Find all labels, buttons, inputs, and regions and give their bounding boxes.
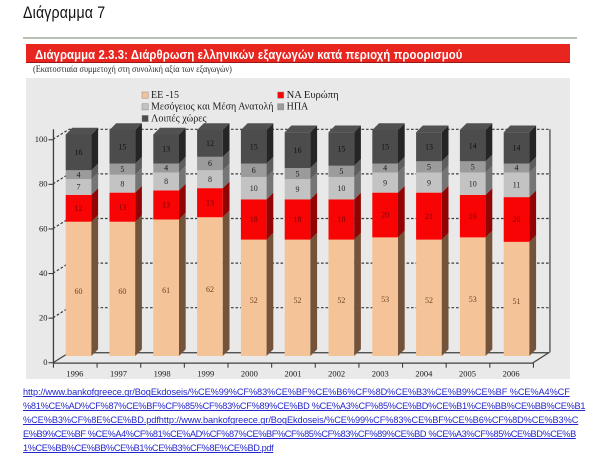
- svg-text:18: 18: [294, 215, 302, 224]
- svg-text:16: 16: [294, 146, 302, 155]
- svg-text:12: 12: [75, 204, 83, 213]
- svg-text:5: 5: [296, 169, 300, 178]
- svg-text:5: 5: [120, 165, 124, 174]
- svg-text:20: 20: [381, 211, 389, 220]
- svg-text:60: 60: [39, 223, 48, 233]
- svg-text:10: 10: [250, 184, 258, 193]
- svg-text:9: 9: [383, 178, 387, 187]
- svg-text:6: 6: [208, 159, 212, 168]
- svg-text:61: 61: [162, 286, 170, 295]
- svg-text:8: 8: [208, 175, 212, 184]
- svg-text:100: 100: [35, 134, 48, 144]
- svg-text:5: 5: [427, 163, 431, 172]
- svg-text:14: 14: [513, 144, 521, 153]
- svg-text:0: 0: [43, 357, 47, 367]
- svg-text:4: 4: [515, 164, 519, 173]
- svg-text:Λοιπές χώρες: Λοιπές χώρες: [151, 113, 207, 124]
- svg-text:15: 15: [118, 142, 126, 151]
- svg-text:18: 18: [337, 215, 345, 224]
- svg-text:18: 18: [250, 215, 258, 224]
- svg-text:13: 13: [206, 198, 214, 207]
- svg-text:15: 15: [337, 145, 345, 154]
- svg-text:10: 10: [469, 179, 477, 188]
- svg-text:19: 19: [469, 212, 477, 221]
- svg-text:1997: 1997: [110, 369, 127, 379]
- svg-text:52: 52: [294, 296, 302, 305]
- svg-text:51: 51: [513, 297, 521, 306]
- svg-text:53: 53: [469, 295, 477, 304]
- svg-text:5: 5: [471, 163, 475, 172]
- svg-text:16: 16: [75, 148, 83, 157]
- svg-text:1998: 1998: [154, 369, 171, 379]
- svg-text:53: 53: [381, 295, 389, 304]
- svg-text:5: 5: [339, 167, 343, 176]
- svg-text:52: 52: [250, 296, 258, 305]
- svg-text:2001: 2001: [285, 369, 302, 379]
- svg-text:13: 13: [118, 203, 126, 212]
- svg-text:2005: 2005: [459, 369, 476, 379]
- svg-text:10: 10: [337, 184, 345, 193]
- svg-text:14: 14: [469, 141, 477, 150]
- svg-text:80: 80: [39, 179, 48, 189]
- svg-text:60: 60: [118, 287, 126, 296]
- svg-text:2003: 2003: [372, 369, 389, 379]
- svg-text:8: 8: [120, 179, 124, 188]
- svg-text:4: 4: [383, 164, 387, 173]
- svg-text:2004: 2004: [415, 369, 433, 379]
- svg-text:13: 13: [162, 145, 170, 154]
- svg-text:11: 11: [513, 180, 521, 189]
- svg-text:20: 20: [513, 215, 521, 224]
- svg-text:4: 4: [164, 164, 168, 173]
- svg-text:1996: 1996: [66, 369, 83, 379]
- svg-text:52: 52: [337, 296, 345, 305]
- svg-text:9: 9: [296, 185, 300, 194]
- svg-text:40: 40: [39, 268, 48, 278]
- svg-text:9: 9: [427, 178, 431, 187]
- svg-text:4: 4: [77, 170, 81, 179]
- svg-text:8: 8: [164, 177, 168, 186]
- svg-text:15: 15: [381, 142, 389, 151]
- svg-text:12: 12: [206, 139, 214, 148]
- svg-text:7: 7: [77, 183, 81, 192]
- svg-text:52: 52: [425, 296, 433, 305]
- svg-text:13: 13: [425, 142, 433, 151]
- svg-text:21: 21: [425, 212, 433, 221]
- svg-text:2006: 2006: [503, 369, 520, 379]
- svg-text:62: 62: [206, 285, 214, 294]
- svg-text:60: 60: [75, 287, 83, 296]
- svg-text:Μεσόγειος και Μέση Ανατολή: Μεσόγειος και Μέση Ανατολή: [151, 102, 274, 113]
- svg-text:ΗΠΑ: ΗΠΑ: [287, 102, 309, 113]
- svg-text:ΕΕ -15: ΕΕ -15: [151, 90, 179, 101]
- svg-text:2002: 2002: [328, 369, 345, 379]
- svg-text:13: 13: [162, 201, 170, 210]
- svg-text:1999: 1999: [197, 369, 214, 379]
- svg-text:ΝΑ Ευρώπη: ΝΑ Ευρώπη: [287, 90, 339, 101]
- svg-text:2000: 2000: [241, 369, 258, 379]
- svg-text:15: 15: [250, 142, 258, 151]
- svg-text:20: 20: [39, 313, 48, 323]
- svg-text:6: 6: [252, 166, 256, 175]
